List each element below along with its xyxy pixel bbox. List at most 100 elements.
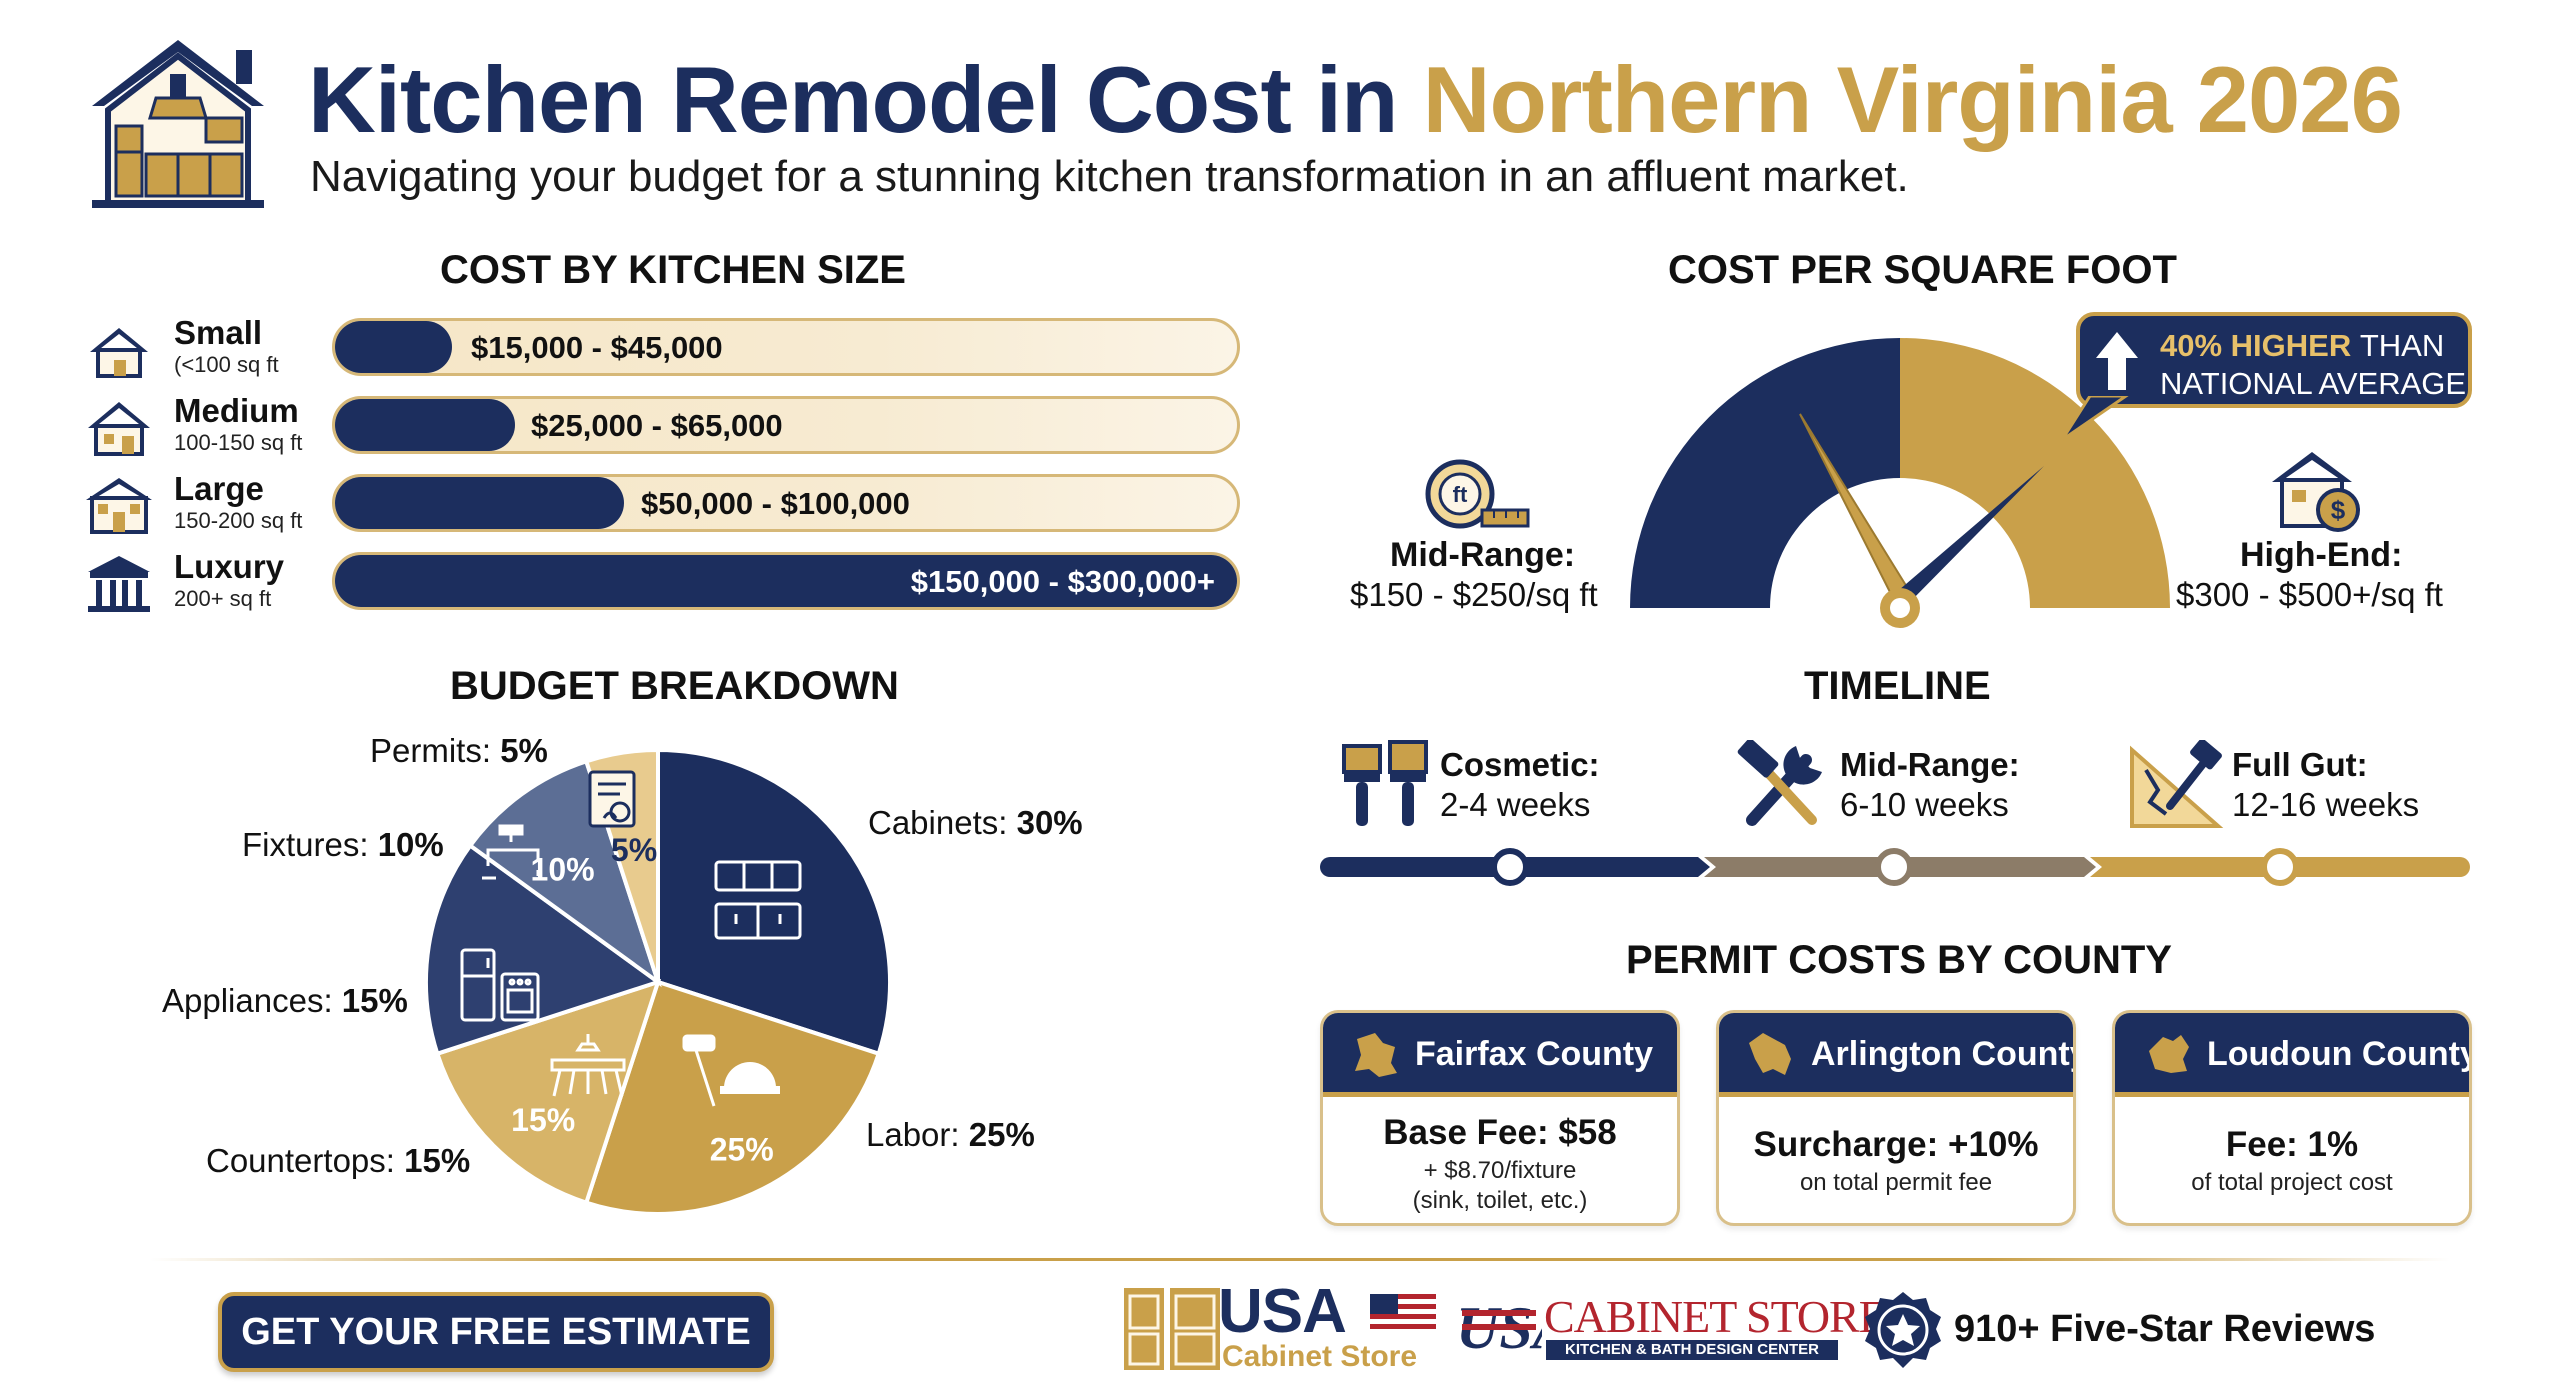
pie-label-appliances: Appliances: 15% [162,982,408,1019]
reviews-count: 910+ Five-Star Reviews [1954,1308,2376,1350]
permit-card-fairfax: Fairfax County Base Fee: $58 + $8.70/fix… [1320,1010,1680,1226]
timeline-fullgut-name: Full Gut: [2232,746,2368,783]
house-kitchen-icon [92,40,264,208]
callout-pointer [2060,396,2129,442]
large-house-icon [86,478,152,534]
house-dollar-icon: $ [2272,452,2360,532]
usa-logo-subtitle: Cabinet Store [1222,1340,1418,1373]
size-range: 100-150 sq ft [174,430,303,455]
usa-store-logo-mark: USA [1456,1295,1542,1358]
cost-gauge [1630,338,2170,628]
timeline-cosmetic-weeks: 2-4 weeks [1440,786,1591,823]
size-range: 200+ sq ft [174,586,272,611]
cost-label: $50,000 - $100,000 [641,486,910,521]
paint-brushes-icon [1342,740,1428,826]
size-row-medium: Medium 100-150 sq ft $25,000 - $65,000 [84,392,1244,460]
card-detail: + $8.70/fixture [1423,1157,1577,1184]
cost-label: $15,000 - $45,000 [471,330,723,365]
svg-text:$: $ [2331,495,2346,525]
permit-document-icon [588,770,636,828]
gauge-needle-navy [1892,466,2044,606]
national-average-callout: 40% HIGHER THAN NATIONAL AVERAGE [2076,312,2472,408]
timeline-marker-fullgut [2261,848,2299,886]
arrow-up-icon [2096,332,2138,390]
size-row-large: Large 150-200 sq ft $50,000 - $100,000 [84,470,1244,538]
size-range: 150-200 sq ft [174,508,303,533]
cabinet-store-tagline: KITCHEN & BATH DESIGN CENTER [1546,1340,1838,1360]
cost-bar: $25,000 - $65,000 [332,396,1240,454]
card-title: Loudoun County [2207,1035,2472,1073]
gauge-highend-arc [1900,338,2170,608]
highend-sqft-label: High-End: [2240,536,2403,574]
svg-text:ft: ft [1453,482,1468,507]
free-estimate-button[interactable]: GET YOUR FREE ESTIMATE [218,1292,774,1372]
counter-icon [550,1034,626,1097]
pie-inner-label-permits: 5% [611,832,657,868]
size-name: Medium [174,392,299,429]
cost-per-sqft-heading: COST PER SQUARE FOOT [1668,248,2177,292]
pie-slice-fixtures [467,758,662,988]
faucet-icon [482,824,540,880]
card-header: Fairfax County [1323,1013,1677,1097]
permit-card-loudoun: Loudoun County Fee: 1% of total project … [2112,1010,2472,1226]
usa-logo-text: USA [1218,1277,1347,1346]
pie-inner-label-fixtures: 10% [531,852,595,888]
pie-inner-label-countertops: 15% [511,1102,575,1138]
cost-bar: $150,000 - $300,000+ [332,552,1240,610]
card-main-value: Base Fee: $58 [1383,1113,1617,1152]
size-name: Small [174,314,263,351]
timeline-fullgut-weeks: 12-16 weeks [2232,786,2420,823]
star-badge-icon [1865,1292,1941,1368]
pie-label-cabinets: Cabinets: 30% [868,804,1083,841]
cabinets-icon [714,860,802,940]
footer-divider [150,1258,2450,1261]
card-header: Arlington County [1719,1013,2073,1097]
pie-label-fixtures: Fixtures: 10% [242,826,444,863]
card-title: Arlington County [1811,1035,2076,1073]
timeline-cosmetic-name: Cosmetic: [1440,746,1600,783]
cost-label: $150,000 - $300,000+ [910,564,1215,599]
size-name: Large [174,470,264,507]
small-house-icon [90,328,148,378]
card-detail: on total permit fee [1799,1169,1993,1196]
highend-sqft-value: $300 - $500+/sq ft [2176,576,2443,613]
cabinet-logo-icon [1124,1288,1220,1370]
callout-line2: NATIONAL AVERAGE [2160,366,2467,401]
timeline-midrange-weeks: 6-10 weeks [1840,786,2009,823]
budget-breakdown-heading: BUDGET BREAKDOWN [450,664,899,708]
pie-slice-appliances [424,842,663,1057]
permit-card-arlington: Arlington County Surcharge: +10% on tota… [1716,1010,2076,1226]
permit-costs-heading: PERMIT COSTS BY COUNTY [1626,938,2172,982]
county-map-icon [1749,1033,1791,1075]
cost-bar-fill [335,321,453,373]
cost-bar-fill [335,477,624,529]
card-header: Loudoun County [2115,1013,2469,1097]
cost-by-size-heading: COST BY KITCHEN SIZE [440,248,906,292]
pie-label-countertops: Countertops: 15% [206,1142,471,1179]
pie-label-labor: Labor: 25% [866,1116,1035,1153]
pie-slice-labor [583,979,882,1216]
card-main-value: Surcharge: +10% [1753,1125,2039,1164]
timeline-track [1320,848,2470,886]
timeline-marker-midrange [1875,848,1913,886]
timeline-marker-cosmetic [1491,848,1529,886]
demolition-icon [2130,740,2224,828]
size-row-small: Small (<100 sq ft $15,000 - $45,000 [84,314,1244,382]
county-map-icon [1355,1033,1397,1077]
timeline-midrange-name: Mid-Range: [1840,746,2020,783]
cabinet-store-logo-text: CABINET STORE [1544,1291,1887,1342]
size-row-luxury: Luxury 200+ sq ft $150,000 - $300,000+ [84,548,1244,616]
card-title: Fairfax County [1415,1035,1654,1073]
page-title: Kitchen Remodel Cost in Northern Virgini… [308,47,2403,152]
medium-house-icon [88,402,150,456]
card-detail: of total project cost [2191,1169,2393,1196]
pie-label-permits: Permits: 5% [370,732,548,769]
appliances-icon [460,948,540,1022]
wrench-hammer-icon [1737,740,1822,826]
tape-measure-icon: ft [1425,459,1530,529]
budget-pie-chart: 25% 15% 10% 5% [424,747,892,1216]
midrange-sqft-value: $150 - $250/sq ft [1350,576,1598,613]
gauge-midrange-arc [1630,338,1900,608]
timeline-heading: TIMELINE [1804,664,1991,708]
cost-bar-fill [335,555,1237,607]
